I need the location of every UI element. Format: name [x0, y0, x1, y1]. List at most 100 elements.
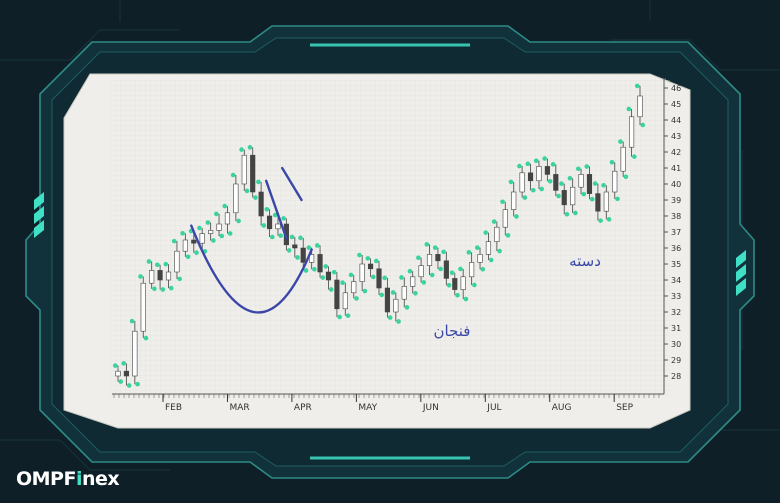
low-marker: [463, 296, 469, 302]
high-marker: [458, 266, 463, 272]
y-tick-label: 29: [671, 356, 681, 365]
candle-body: [140, 282, 146, 332]
low-marker: [219, 233, 225, 239]
low-marker: [514, 214, 519, 219]
candle-body: [460, 276, 466, 290]
trendline-cup: [190, 224, 313, 314]
y-tick-label: 40: [671, 180, 681, 189]
high-marker: [592, 181, 598, 186]
y-tick-label: 44: [671, 116, 681, 125]
high-marker: [416, 255, 421, 261]
high-marker: [306, 245, 312, 250]
high-marker: [230, 172, 236, 178]
low-marker: [312, 266, 317, 272]
low-marker: [328, 287, 334, 292]
candle-body: [502, 209, 508, 228]
candle-body: [527, 172, 534, 182]
low-marker: [236, 218, 241, 224]
low-marker: [438, 266, 443, 272]
low-marker: [261, 223, 267, 228]
y-tick-label: 41: [671, 164, 681, 173]
y-axis-ticks: 28 29 30 31 32 33 34 35 36 37 38 39 40 41 42 43 44 45 46: [664, 84, 681, 381]
candle-body: [334, 279, 340, 310]
candle-body: [132, 330, 138, 377]
candle-body: [410, 276, 416, 287]
high-marker: [213, 211, 219, 217]
high-marker: [390, 290, 396, 295]
high-marker: [121, 361, 126, 366]
low-marker: [413, 290, 418, 296]
trendline-handle-lower: [264, 179, 288, 240]
candle-body: [157, 270, 163, 281]
x-tick-label: FEB: [165, 403, 182, 413]
high-marker: [500, 199, 505, 205]
high-marker: [517, 163, 522, 169]
low-marker: [387, 315, 393, 320]
candle-body: [325, 271, 332, 281]
low-marker: [573, 210, 578, 216]
low-marker: [278, 233, 284, 238]
candle-body: [426, 254, 433, 266]
y-tick-label: 32: [671, 308, 681, 317]
high-marker: [491, 219, 497, 224]
candle-body: [224, 212, 231, 225]
high-marker: [441, 249, 446, 255]
high-marker: [281, 216, 286, 221]
high-marker: [483, 230, 489, 235]
high-marker: [424, 242, 430, 247]
candle-body: [637, 95, 643, 118]
high-marker: [550, 162, 556, 167]
candle-body: [342, 292, 348, 310]
candle-body: [165, 271, 172, 281]
brand-suffix: nex: [81, 468, 120, 490]
high-marker: [474, 245, 480, 250]
high-marker: [634, 83, 640, 89]
candle-body: [317, 254, 323, 273]
left-stripes-decoration: [34, 192, 44, 238]
candle-body: [469, 262, 475, 278]
low-marker: [623, 174, 629, 180]
low-marker: [286, 248, 292, 253]
candle-body: [393, 298, 399, 313]
low-marker: [345, 313, 351, 318]
y-tick-label: 31: [671, 324, 681, 333]
low-marker: [446, 282, 452, 288]
low-marker: [539, 186, 545, 192]
high-marker: [382, 275, 387, 281]
high-marker: [365, 256, 371, 261]
candle-body: [368, 263, 374, 270]
candle-body: [182, 239, 188, 252]
low-marker: [211, 238, 216, 243]
x-tick-label: MAR: [229, 403, 249, 413]
low-marker: [530, 187, 536, 193]
candle-body: [275, 223, 281, 230]
low-marker: [632, 154, 637, 159]
trendlines-group: [190, 166, 313, 314]
candle-body: [570, 186, 576, 206]
y-tick-label: 30: [671, 340, 681, 349]
candle-body: [418, 265, 424, 278]
x-tick-label: JUL: [486, 403, 501, 413]
candle-body: [266, 215, 273, 230]
candle-body: [384, 287, 390, 313]
high-marker: [399, 275, 404, 280]
y-tick-label: 35: [671, 260, 681, 269]
high-marker: [205, 220, 211, 225]
low-marker: [194, 250, 199, 255]
high-marker: [129, 318, 135, 324]
low-marker: [472, 282, 477, 288]
low-marker: [118, 379, 124, 384]
candle-body: [561, 190, 567, 206]
high-marker: [180, 230, 185, 236]
candle-body: [292, 244, 298, 249]
high-marker: [247, 145, 253, 150]
y-tick-label: 28: [671, 372, 681, 381]
high-marker: [171, 238, 177, 244]
candle-body: [300, 247, 306, 263]
candle-body: [452, 278, 458, 290]
high-marker: [525, 161, 531, 167]
low-marker: [295, 255, 300, 260]
candle-body: [174, 250, 180, 273]
high-marker: [559, 181, 564, 186]
high-marker: [222, 203, 228, 209]
